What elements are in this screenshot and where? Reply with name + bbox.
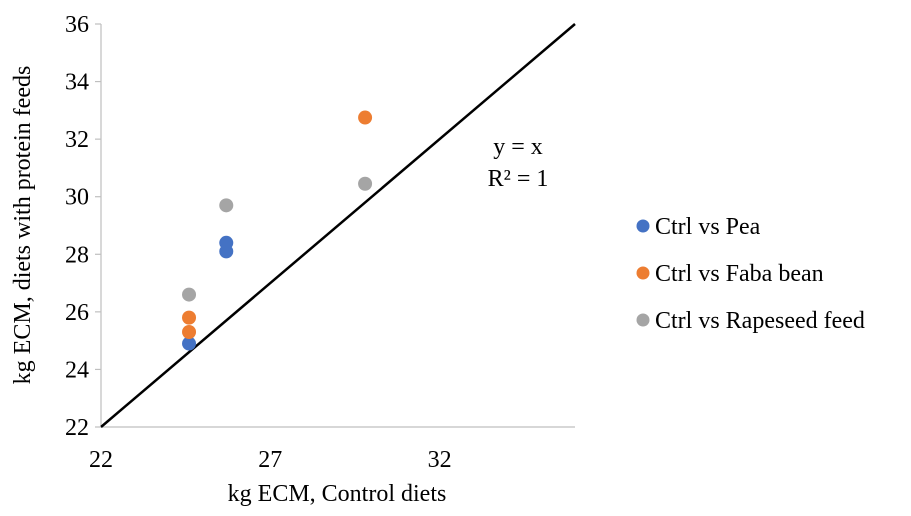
y-tick-label: 34 [65,70,89,96]
data-point [358,110,373,125]
y-tick-label: 32 [65,127,89,153]
x-tick-labels: 22 27 32 [89,447,452,473]
y-tick-label: 26 [65,300,89,326]
y-tick-label: 30 [65,185,89,211]
y-tick-label: 24 [65,357,89,383]
x-tick-label: 32 [428,447,452,473]
data-point [182,336,197,351]
data-point [182,325,197,340]
y-tick-label: 28 [65,242,89,268]
reference-line [100,23,576,428]
data-points [182,110,373,351]
y-axis-title: kg ECM, diets with protein feeds [10,66,36,385]
data-point [182,310,197,325]
x-tick-label: 22 [89,447,113,473]
axes [100,24,575,428]
data-point [219,235,234,250]
y-tick-label: 22 [65,415,89,441]
y-tick-label: 36 [65,12,89,38]
legend-marker [636,219,650,233]
data-point [219,198,234,213]
x-axis-title: kg ECM, Control diets [228,481,447,507]
data-point [182,287,197,302]
data-point [358,176,373,191]
legend-label: Ctrl vs Faba bean [655,261,824,287]
legend-label: Ctrl vs Rapeseed feed [655,308,865,334]
x-tick-label: 27 [258,447,282,473]
y-tick-labels: 22 24 26 28 30 32 34 36 [65,12,101,441]
r-squared-annotation: R² = 1 [488,166,549,192]
legend-label: Ctrl vs Pea [655,214,761,240]
legend-marker [636,313,650,327]
legend: Ctrl vs Pea Ctrl vs Faba bean Ctrl vs Rape… [636,214,865,334]
equation-annotation: y = x [493,134,543,160]
legend-marker [636,266,650,280]
